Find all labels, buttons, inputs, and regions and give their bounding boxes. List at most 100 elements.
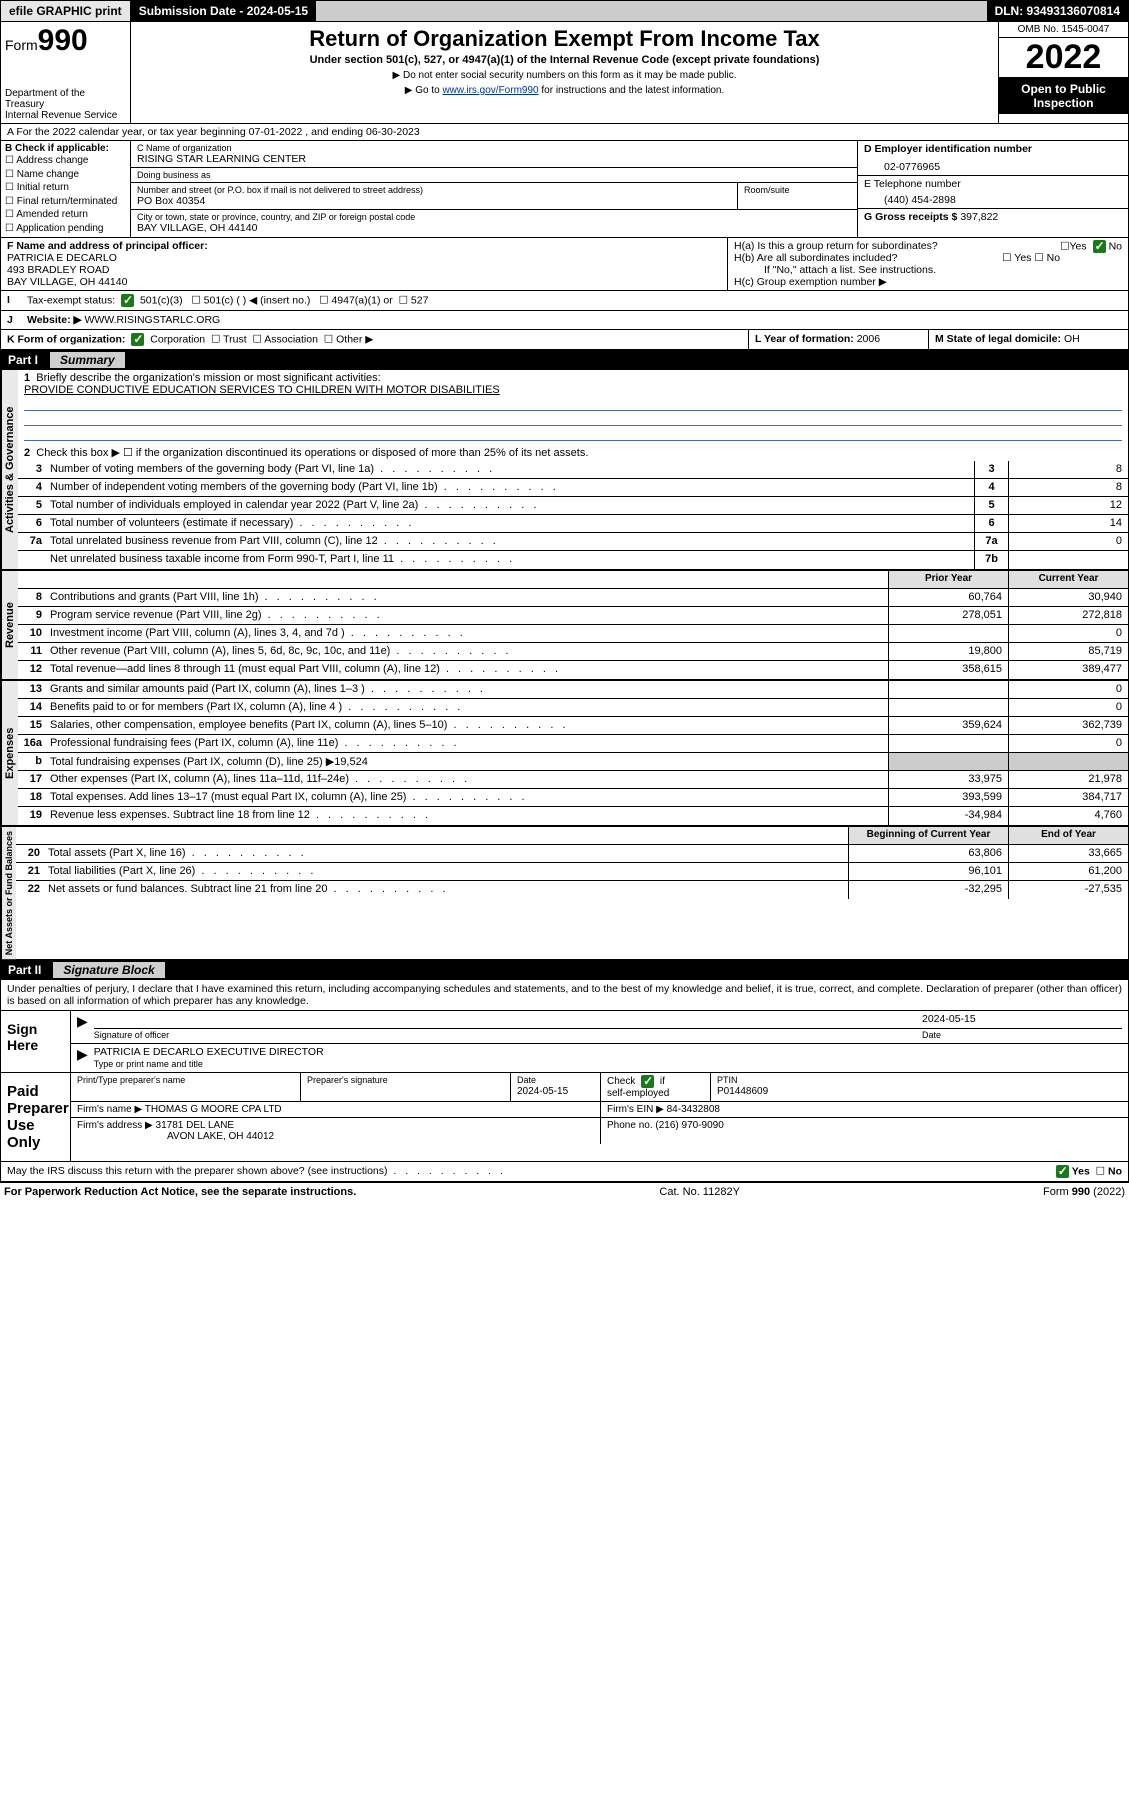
dba-cell: Doing business as xyxy=(131,168,857,183)
principal-officer: F Name and address of principal officer:… xyxy=(1,238,728,290)
expense-row: 18 Total expenses. Add lines 13–17 (must… xyxy=(18,789,1128,807)
topbar-spacer xyxy=(316,1,986,21)
tax-exempt-status: Tax-exempt status: 501(c)(3) ☐ 501(c) ( … xyxy=(21,291,1128,310)
chk-discuss-yes[interactable] xyxy=(1056,1165,1069,1178)
form-id: Form990 xyxy=(5,24,126,58)
side-net: Net Assets or Fund Balances xyxy=(1,827,16,959)
chk-address-change[interactable]: ☐ Address change xyxy=(5,154,126,168)
header-center: Return of Organization Exempt From Incom… xyxy=(131,22,998,123)
form-title: Return of Organization Exempt From Incom… xyxy=(137,26,992,52)
phone-value: (440) 454-2898 xyxy=(864,190,1122,206)
firm-ein: Firm's EIN ▶ 84-3432808 xyxy=(601,1102,1128,1118)
hb-note: If "No," attach a list. See instructions… xyxy=(734,264,1122,276)
hb-label: H(b) Are all subordinates included? xyxy=(734,252,897,264)
revenue-row: 9 Program service revenue (Part VIII, li… xyxy=(18,607,1128,625)
note-link: ▶ Go to www.irs.gov/Form990 for instruct… xyxy=(137,85,992,96)
rev-header-row: Prior Year Current Year xyxy=(18,571,1128,589)
efile-print-button[interactable]: efile GRAPHIC print xyxy=(1,1,131,21)
form-subtitle: Under section 501(c), 527, or 4947(a)(1)… xyxy=(137,54,992,66)
city-label: City or town, state or province, country… xyxy=(137,212,851,222)
dba-label: Doing business as xyxy=(137,170,851,180)
officer-addr2: BAY VILLAGE, OH 44140 xyxy=(7,276,127,288)
org-name-cell: C Name of organization RISING STAR LEARN… xyxy=(131,141,857,168)
revenue-row: 8 Contributions and grants (Part VIII, l… xyxy=(18,589,1128,607)
col-de: D Employer identification number 02-0776… xyxy=(858,141,1128,237)
arrow-icon: ▶ xyxy=(77,1013,88,1041)
org-name-label: C Name of organization xyxy=(137,143,851,153)
chk-self-employed[interactable] xyxy=(641,1075,654,1088)
firm-phone: Phone no. (216) 970-9090 xyxy=(601,1118,1128,1144)
expense-row: 15 Salaries, other compensation, employe… xyxy=(18,717,1128,735)
line-2: 2 Check this box ▶ ☐ if the organization… xyxy=(18,444,1128,461)
header-left: Form990 Department of the Treasury Inter… xyxy=(1,22,131,123)
chk-501c3[interactable] xyxy=(121,294,134,307)
chk-corporation[interactable] xyxy=(131,333,144,346)
room-suite: Room/suite xyxy=(737,183,857,209)
side-rev: Revenue xyxy=(1,571,18,679)
row-k-l-m: K Form of organization: Corporation ☐ Tr… xyxy=(1,329,1128,349)
sec-governance: Activities & Governance 1 Briefly descri… xyxy=(1,370,1128,571)
preparer-date: Date 2024-05-15 xyxy=(511,1073,601,1102)
note-ssn: ▶ Do not enter social security numbers o… xyxy=(137,70,992,81)
hdr-end-year: End of Year xyxy=(1008,827,1128,844)
side-gov: Activities & Governance xyxy=(1,370,18,569)
part-i-header: Part I Summary xyxy=(0,350,1129,370)
preparer-name: Print/Type preparer's name xyxy=(71,1073,301,1102)
mission-label: Briefly describe the organization's miss… xyxy=(36,372,380,384)
gov-row: 6 Total number of volunteers (estimate i… xyxy=(18,515,1128,533)
sign-here-label: Sign Here xyxy=(1,1011,71,1072)
phone-cell: E Telephone number (440) 454-2898 xyxy=(858,176,1128,209)
dept-treasury: Department of the Treasury xyxy=(5,88,126,110)
row-j: J Website: ▶ WWW.RISINGSTARLC.ORG xyxy=(1,310,1128,329)
ha-no-check[interactable] xyxy=(1093,240,1106,253)
chk-application-pending[interactable]: ☐ Application pending xyxy=(5,222,126,236)
row-i: I Tax-exempt status: 501(c)(3) ☐ 501(c) … xyxy=(1,290,1128,310)
net-row: 21 Total liabilities (Part X, line 26) 9… xyxy=(16,863,1128,881)
omb-number: OMB No. 1545-0047 xyxy=(999,22,1128,38)
col-c: C Name of organization RISING STAR LEARN… xyxy=(131,141,858,237)
open-public-badge: Open to Public Inspection xyxy=(999,78,1128,114)
col-b-checkboxes: B Check if applicable: ☐ Address change … xyxy=(1,141,131,237)
expense-row: b Total fundraising expenses (Part IX, c… xyxy=(18,753,1128,771)
city-value: BAY VILLAGE, OH 44140 xyxy=(137,222,851,234)
f-label: F Name and address of principal officer: xyxy=(7,240,208,252)
form-header: Form990 Department of the Treasury Inter… xyxy=(0,22,1129,124)
org-name: RISING STAR LEARNING CENTER xyxy=(137,153,851,165)
form990-link[interactable]: www.irs.gov/Form990 xyxy=(442,85,538,96)
street-value: PO Box 40354 xyxy=(137,195,731,207)
part-i-title: Summary xyxy=(50,352,125,368)
footer-cat: Cat. No. 11282Y xyxy=(659,1186,740,1198)
footer-right: Form 990 (2022) xyxy=(1043,1186,1125,1198)
mission-text: PROVIDE CONDUCTIVE EDUCATION SERVICES TO… xyxy=(24,384,500,396)
signature-block: Under penalties of perjury, I declare th… xyxy=(0,980,1129,1182)
website-label: Website: ▶ xyxy=(27,314,82,326)
footer-left: For Paperwork Reduction Act Notice, see … xyxy=(4,1186,356,1198)
line-a-tax-year: A For the 2022 calendar year, or tax yea… xyxy=(1,124,1128,141)
preparer-sig: Preparer's signature xyxy=(301,1073,511,1102)
mission-block: 1 Briefly describe the organization's mi… xyxy=(18,370,1128,444)
part-ii-header: Part II Signature Block xyxy=(0,960,1129,980)
city-cell: City or town, state or province, country… xyxy=(131,210,857,236)
firm-address: Firm's address ▶ 31781 DEL LANE AVON LAK… xyxy=(71,1118,601,1144)
officer-addr1: 493 BRADLEY ROAD xyxy=(7,264,110,276)
note-pre: ▶ Go to xyxy=(405,85,443,96)
hdr-current-year: Current Year xyxy=(1008,571,1128,588)
sig-officer-label: Signature of officer xyxy=(94,1030,169,1040)
entity-section: A For the 2022 calendar year, or tax yea… xyxy=(0,124,1129,350)
gov-row: 4 Number of independent voting members o… xyxy=(18,479,1128,497)
website-value: WWW.RISINGSTARLC.ORG xyxy=(84,314,220,326)
chk-initial-return[interactable]: ☐ Initial return xyxy=(5,181,126,195)
revenue-row: 10 Investment income (Part VIII, column … xyxy=(18,625,1128,643)
form-of-org: K Form of organization: Corporation ☐ Tr… xyxy=(1,330,748,349)
chk-amended-return[interactable]: ☐ Amended return xyxy=(5,208,126,222)
expense-row: 13 Grants and similar amounts paid (Part… xyxy=(18,681,1128,699)
hc-label: H(c) Group exemption number ▶ xyxy=(734,276,1122,288)
paid-preparer-label: Paid Preparer Use Only xyxy=(1,1073,71,1161)
chk-name-change[interactable]: ☐ Name change xyxy=(5,168,126,182)
firm-name: Firm's name ▶ THOMAS G MOORE CPA LTD xyxy=(71,1102,601,1118)
net-header-row: Beginning of Current Year End of Year xyxy=(16,827,1128,845)
note-post: for instructions and the latest informat… xyxy=(539,85,725,96)
street-label: Number and street (or P.O. box if mail i… xyxy=(137,185,731,195)
chk-final-return[interactable]: ☐ Final return/terminated xyxy=(5,195,126,209)
officer-name: PATRICIA E DECARLO xyxy=(7,252,117,264)
